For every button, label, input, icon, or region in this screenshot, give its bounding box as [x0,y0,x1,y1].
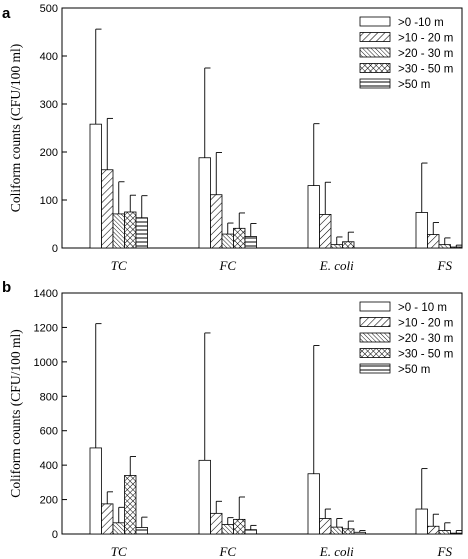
legend-entry: >10 - 20 m [398,318,453,330]
legend-swatch [359,16,391,27]
bar [427,525,440,535]
y-tick-label: 1000 [34,357,58,369]
legend-swatch [359,363,391,374]
legend-entry: >30 - 50 m [398,349,453,361]
y-axis-label: Coliform counts (CFU/100 ml) [8,329,23,497]
x-category-label: E. coli [319,544,354,559]
legend-swatch [359,332,391,343]
bar [221,233,234,249]
chart-panel-b: b 0 200 400 600 800 1000 1200 1400 Coliform count… [2,279,463,559]
y-tick-label: 0 [52,243,58,255]
legend-entry: >50 m [398,364,430,376]
x-category-label: FC [218,544,236,559]
bar [89,123,102,249]
legend-swatch [359,47,391,58]
y-tick-label: 100 [40,195,58,207]
bar [89,447,102,535]
bar [135,217,148,249]
bar [210,194,223,249]
bar [330,526,343,535]
bar [342,241,355,249]
x-category-label: E. coli [319,258,354,273]
legend-swatch [359,301,391,312]
bar [438,530,451,535]
y-tick-label: 1400 [34,288,58,300]
bar [112,522,125,535]
y-tick-label: 200 [40,495,58,507]
bar [112,213,125,249]
bar [427,234,440,249]
y-tick-label: 300 [40,99,58,111]
legend-swatch [359,32,391,42]
legend-entry: >0 - 10 m [398,302,447,314]
y-tick-label: 1200 [34,322,58,334]
bar [319,518,332,535]
y-axis-label: Coliform counts (CFU/100 ml) [8,44,23,212]
bar [438,244,451,249]
bar [135,527,148,535]
x-category-label: FS [437,258,453,273]
x-category-label: FC [218,258,236,273]
legend-entry: >10 - 20 m [398,33,453,45]
legend-swatch [359,78,391,89]
x-category-label: FS [437,544,453,559]
plot-frame [61,7,463,249]
bar [307,473,320,535]
bar [307,185,320,249]
bar [415,508,428,535]
bar [353,531,366,535]
bar [342,528,355,535]
legend-entry: >20 - 30 m [398,333,453,345]
y-tick-label: 200 [40,147,58,159]
x-category-label: TC [111,258,127,273]
bar [221,524,234,535]
bar [198,157,211,249]
panel-label: b [2,279,11,296]
bar [124,211,137,249]
legend-swatch [359,317,391,327]
y-tick-label: 400 [40,51,58,63]
x-category-label: TC [111,544,127,559]
bar [244,236,257,249]
bar [101,503,114,535]
bar [101,169,114,249]
bar [198,459,211,535]
bar [233,227,246,249]
bar [233,518,246,535]
bar [210,512,223,535]
y-tick-label: 800 [40,391,58,403]
y-tick-label: 0 [52,529,58,541]
legend-entry: >50 m [398,79,430,91]
legend-entry: >30 - 50 m [398,64,453,76]
chart-panel-a: a 0 100 200 300 400 500 Coliform counts (CFU/10… [2,3,463,273]
legend-swatch [359,63,391,73]
bar [450,532,463,535]
panel-label: a [2,5,11,22]
y-tick-label: 600 [40,426,58,438]
legend-swatch [359,348,391,358]
y-tick-label: 400 [40,460,58,472]
plot-frame [61,292,463,535]
y-tick-label: 500 [40,3,58,15]
bar [330,244,343,249]
bar [415,212,428,249]
bar [244,529,257,535]
legend-entry: >20 - 30 m [398,48,453,60]
bar [124,475,137,535]
legend-entry: >0 -10 m [398,17,444,29]
bar [319,213,332,249]
bar [450,246,463,249]
